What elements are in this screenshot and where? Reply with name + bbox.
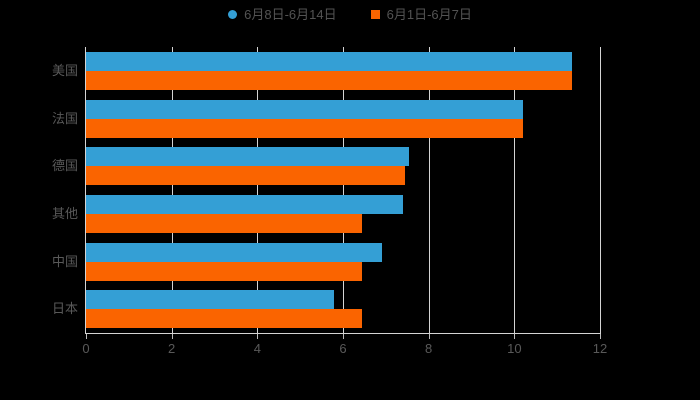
bar[interactable]	[86, 118, 523, 138]
plot-area: 0 2 4 6 8 10 12	[82, 47, 607, 356]
y-axis-label-4: 中国	[51, 253, 78, 269]
legend-item-series-2[interactable]: 6月1日-6月7日	[370, 7, 472, 22]
tick-mark-8	[428, 334, 430, 339]
y-axis-label-2: 德国	[51, 158, 78, 174]
x-axis-tick-label-12: 12	[592, 341, 608, 356]
x-axis-tick-label-2: 2	[168, 341, 176, 356]
square-marker-icon	[370, 10, 380, 19]
tick-mark-6	[343, 334, 344, 339]
bar[interactable]	[86, 194, 403, 214]
bar[interactable]	[86, 51, 573, 71]
circle-marker-icon	[228, 10, 238, 19]
gridline-x-12	[600, 47, 601, 333]
bar[interactable]	[86, 147, 410, 167]
bar[interactable]	[86, 166, 406, 186]
bar-group	[86, 147, 600, 186]
bar[interactable]	[86, 213, 363, 233]
legend-label-series-1: 6月8日-6月14日	[244, 7, 337, 22]
gridline-x-2	[171, 47, 173, 333]
legend-label-series-2: 6月1日-6月7日	[386, 7, 472, 22]
x-axis-tick-label-6: 6	[339, 341, 347, 356]
tick-mark-0	[86, 334, 87, 339]
bar-group	[86, 290, 600, 329]
bar[interactable]	[86, 261, 363, 281]
x-axis-tick-label-10: 10	[507, 341, 522, 356]
tick-mark-4	[257, 334, 259, 339]
tick-mark-2	[171, 334, 173, 339]
bar-group	[86, 194, 600, 233]
bar[interactable]	[86, 290, 335, 310]
bar[interactable]	[86, 70, 573, 90]
legend-item-series-1[interactable]: 6月8日-6月14日	[228, 7, 337, 22]
bar-group	[86, 99, 600, 138]
x-axis-tick-label-0: 0	[82, 341, 90, 356]
x-axis-tick-label-4: 4	[253, 341, 261, 356]
x-axis-line	[85, 333, 601, 334]
y-axis-line	[85, 47, 86, 333]
gridline-x-8	[428, 47, 430, 333]
y-axis-category-labels: 美国 法国 德国 其他 中国 日本	[0, 47, 78, 333]
gridline-x-6	[343, 47, 344, 333]
y-axis-label-3: 其他	[51, 205, 78, 221]
bar-group	[86, 51, 600, 90]
y-axis-label-5: 日本	[51, 301, 78, 317]
bar[interactable]	[86, 99, 523, 119]
gridline-x-10	[514, 47, 516, 333]
tick-mark-12	[600, 334, 601, 339]
bar[interactable]	[86, 309, 363, 329]
bar[interactable]	[86, 242, 382, 262]
y-axis-label-1: 法国	[51, 110, 78, 126]
tick-mark-10	[514, 334, 516, 339]
gridline-x-4	[257, 47, 259, 333]
x-axis-tick-label-8: 8	[425, 341, 433, 356]
chart-legend: 6月8日-6月14日 6月1日-6月7日	[0, 8, 700, 21]
y-axis-label-0: 美国	[51, 62, 78, 78]
bar-group	[86, 242, 600, 281]
